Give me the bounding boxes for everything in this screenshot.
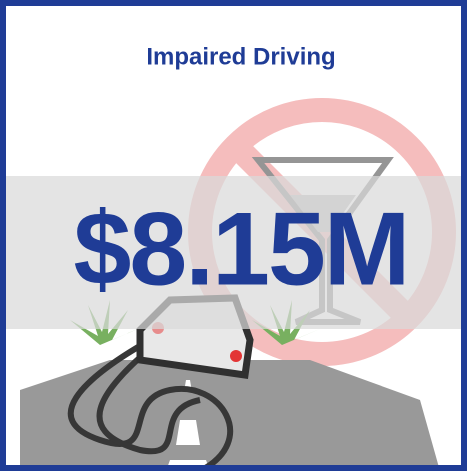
metric-value: $8.15M	[74, 191, 409, 307]
title: Impaired Driving	[146, 43, 335, 70]
tile: Impaired Driving $8.15M	[0, 0, 467, 471]
car-light	[230, 350, 242, 362]
